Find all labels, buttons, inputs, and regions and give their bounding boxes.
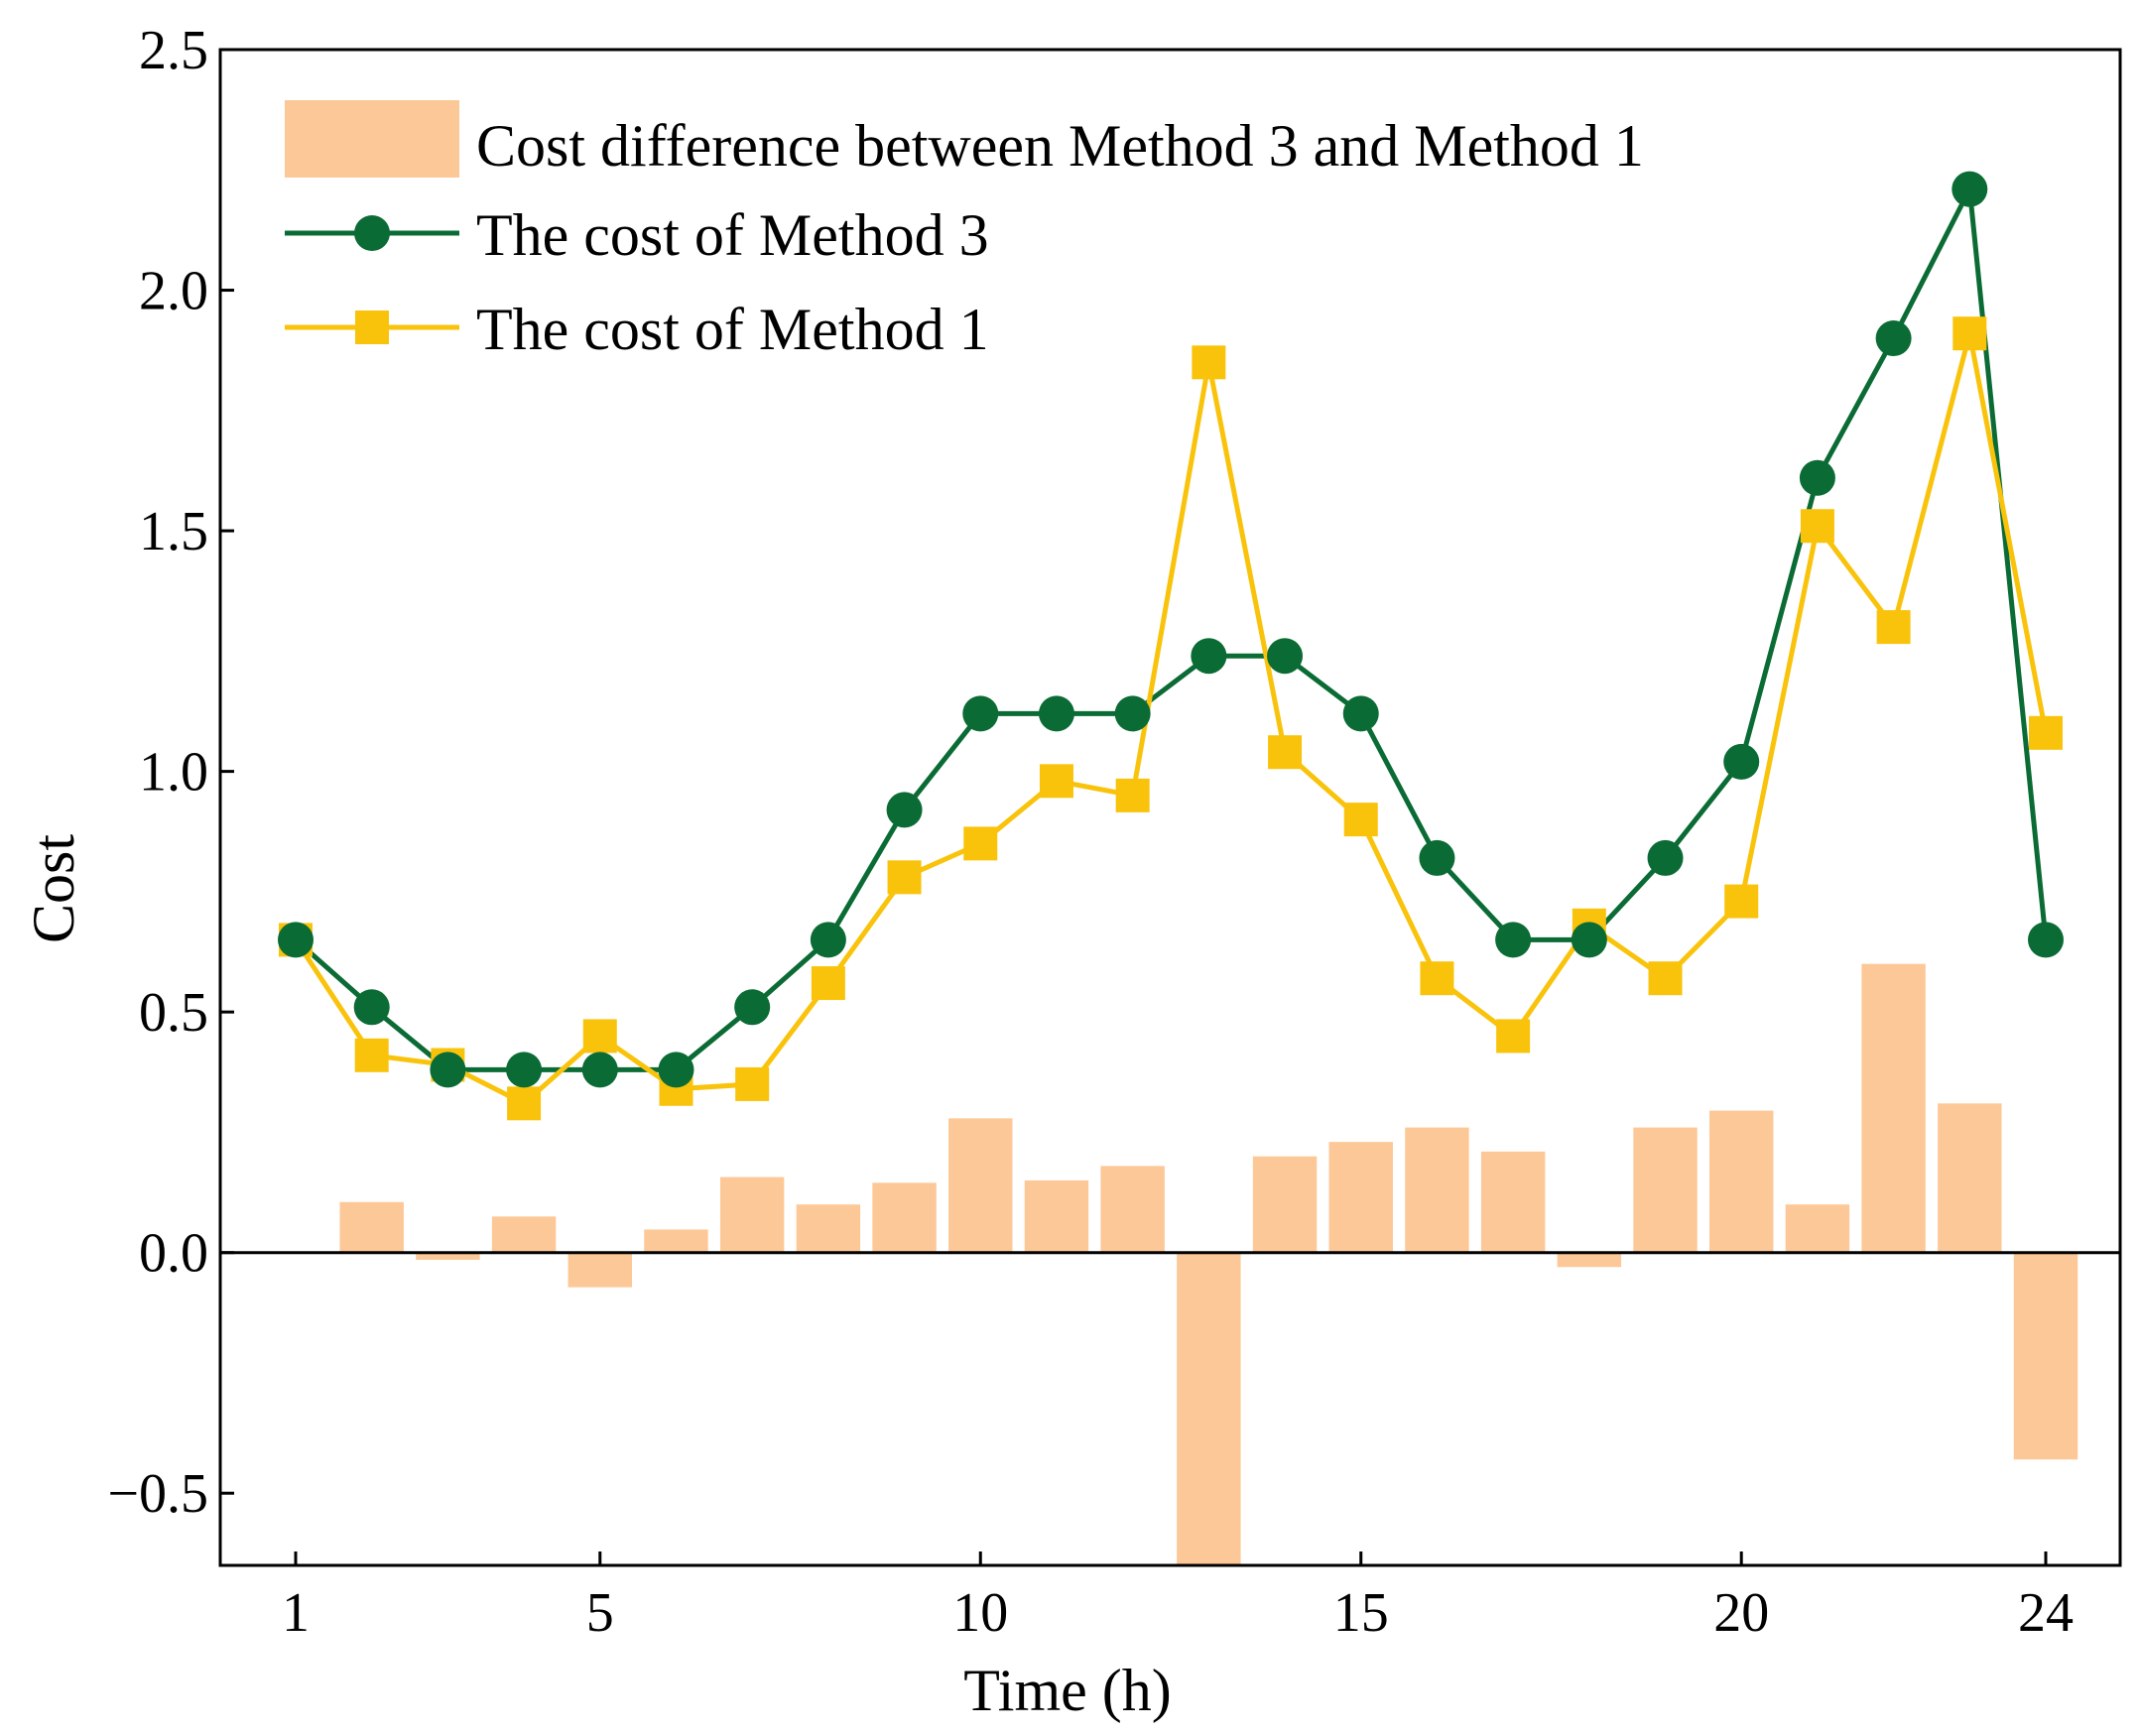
y-tick-label: 0.5 <box>139 982 208 1044</box>
bar-difference <box>1480 1151 1546 1253</box>
point-method3 <box>353 989 390 1026</box>
point-method3 <box>1267 638 1304 675</box>
bars-layer <box>339 963 2078 1565</box>
bar-difference <box>1024 1179 1089 1253</box>
bar-difference <box>719 1177 785 1253</box>
point-method3 <box>962 695 999 732</box>
bar-difference <box>1861 963 1926 1253</box>
y-tick-label: 0.0 <box>139 1223 208 1285</box>
y-axis-title: Cost <box>21 834 86 943</box>
point-method3 <box>810 922 846 958</box>
x-axis-title: Time (h) <box>963 1658 1171 1723</box>
point-method1 <box>1876 610 1911 645</box>
point-method1 <box>811 966 845 1001</box>
point-method3 <box>1799 459 1835 496</box>
point-method3 <box>1191 638 1227 675</box>
plot-frame <box>218 48 2122 1567</box>
point-method1 <box>507 1086 542 1121</box>
line-method1 <box>293 332 2049 1107</box>
x-tick-label: 24 <box>2018 1582 2074 1644</box>
point-method3 <box>1038 695 1074 732</box>
point-method1 <box>354 1038 389 1072</box>
markers-layer <box>278 171 2064 1121</box>
point-method3 <box>1571 922 1607 958</box>
x-tick-label: 5 <box>586 1582 614 1644</box>
legend-swatch-method3-marker <box>354 215 390 251</box>
point-method1 <box>735 1066 770 1101</box>
point-method1 <box>1268 735 1303 770</box>
bar-difference <box>948 1118 1013 1253</box>
bar-difference <box>1785 1204 1850 1253</box>
point-method1 <box>1192 345 1226 380</box>
point-method3 <box>506 1052 543 1088</box>
y-tick-label: 2.5 <box>139 20 208 81</box>
point-method3 <box>658 1052 694 1088</box>
legend-label-method3: The cost of Method 3 <box>476 202 989 268</box>
point-method3 <box>1114 695 1151 732</box>
point-method1 <box>1420 961 1454 996</box>
point-method3 <box>1342 695 1379 732</box>
point-method3 <box>581 1052 618 1088</box>
point-method1 <box>1648 961 1683 996</box>
point-method3 <box>734 989 771 1026</box>
point-method1 <box>1800 509 1834 544</box>
point-method3 <box>1951 171 1988 207</box>
legend: Cost difference between Method 3 and Met… <box>285 100 1644 362</box>
point-method1 <box>1343 803 1378 837</box>
point-method3 <box>1419 839 1455 876</box>
x-tick-label: 20 <box>1713 1582 1769 1644</box>
point-method1 <box>582 1019 617 1054</box>
bar-difference <box>1100 1166 1165 1253</box>
bar-difference <box>1405 1127 1469 1253</box>
point-method1 <box>887 860 922 895</box>
point-method1 <box>1724 884 1759 919</box>
point-method1 <box>1496 1019 1531 1054</box>
legend-label-difference: Cost difference between Method 3 and Met… <box>476 113 1644 179</box>
legend-swatch-method1-marker <box>355 310 389 344</box>
y-tick-label: −0.5 <box>107 1463 208 1525</box>
point-method3 <box>2028 922 2064 958</box>
point-method1 <box>963 826 998 861</box>
point-method3 <box>430 1052 466 1088</box>
legend-swatch-bar <box>285 100 459 178</box>
bar-difference <box>2013 1252 2078 1460</box>
bar-difference <box>1709 1110 1774 1253</box>
legend-label-method1: The cost of Method 1 <box>476 297 989 362</box>
axes-layer: −0.50.00.51.01.52.02.51 5 10 15 20 24 <box>107 20 2074 1644</box>
bar-difference <box>1557 1252 1622 1268</box>
bar-difference <box>491 1216 557 1253</box>
bar-difference <box>1633 1127 1698 1253</box>
bar-difference <box>339 1201 404 1253</box>
point-method1 <box>2029 715 2063 750</box>
bar-difference <box>796 1204 861 1253</box>
x-tick-label: 1 <box>282 1582 310 1644</box>
point-method3 <box>886 792 923 828</box>
y-tick-label: 1.0 <box>139 742 208 804</box>
point-method1 <box>1039 764 1073 799</box>
point-method3 <box>1647 839 1684 876</box>
point-method3 <box>278 922 314 958</box>
point-method1 <box>1952 316 1987 351</box>
bar-difference <box>1938 1103 2002 1253</box>
bar-difference <box>872 1182 937 1253</box>
point-method3 <box>1723 743 1760 780</box>
bar-difference <box>644 1229 708 1253</box>
x-tick-label: 10 <box>952 1582 1008 1644</box>
point-method3 <box>1495 922 1532 958</box>
bar-difference <box>1252 1156 1318 1253</box>
point-method3 <box>1875 320 1912 357</box>
x-tick-label: 15 <box>1333 1582 1389 1644</box>
bar-difference <box>567 1252 632 1288</box>
bar-difference <box>416 1252 480 1260</box>
point-method1 <box>1115 778 1150 812</box>
y-tick-label: 1.5 <box>139 501 208 562</box>
bar-difference <box>1177 1252 1241 1565</box>
y-tick-label: 2.0 <box>139 261 208 322</box>
bar-difference <box>1328 1142 1393 1253</box>
